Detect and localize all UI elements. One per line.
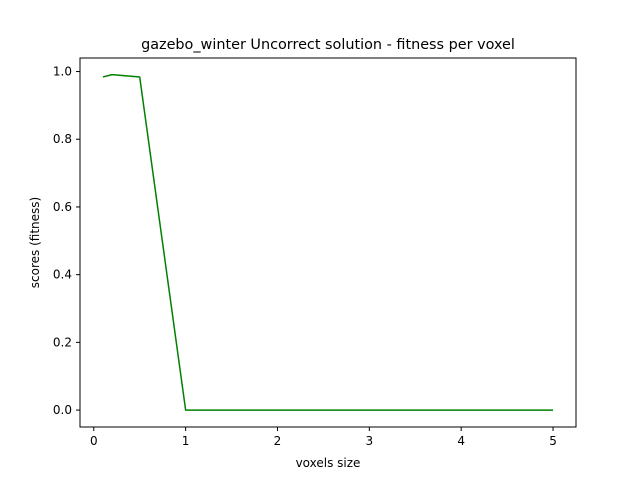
- series-line: [102, 73, 554, 411]
- series-layer: [102, 73, 554, 411]
- x-axis-label: voxels size: [296, 456, 361, 470]
- y-tick-label: 0.6: [53, 200, 72, 214]
- ticks-layer: 0 1 2 3 4 5 0.0 0.2 0.4 0.6 0.8 1.0: [53, 65, 557, 448]
- x-tick-label: 3: [366, 434, 374, 448]
- y-axis-label: scores (fitness): [28, 197, 42, 288]
- x-tick-label: 0: [90, 434, 98, 448]
- chart-title: gazebo_winter Uncorrect solution - fitne…: [141, 37, 515, 53]
- plot-frame: [79, 57, 577, 428]
- y-tick-label: 0.2: [53, 335, 72, 349]
- x-tick-label: 2: [274, 434, 282, 448]
- y-tick-label: 0.4: [53, 268, 72, 282]
- y-tick-label: 0.0: [53, 403, 72, 417]
- x-tick-label: 4: [457, 434, 465, 448]
- x-tick-label: 5: [549, 434, 557, 448]
- y-tick-label: 0.8: [53, 132, 72, 146]
- x-tick-label: 1: [182, 434, 190, 448]
- y-tick-label: 1.0: [53, 65, 72, 79]
- plot-area: [80, 58, 576, 427]
